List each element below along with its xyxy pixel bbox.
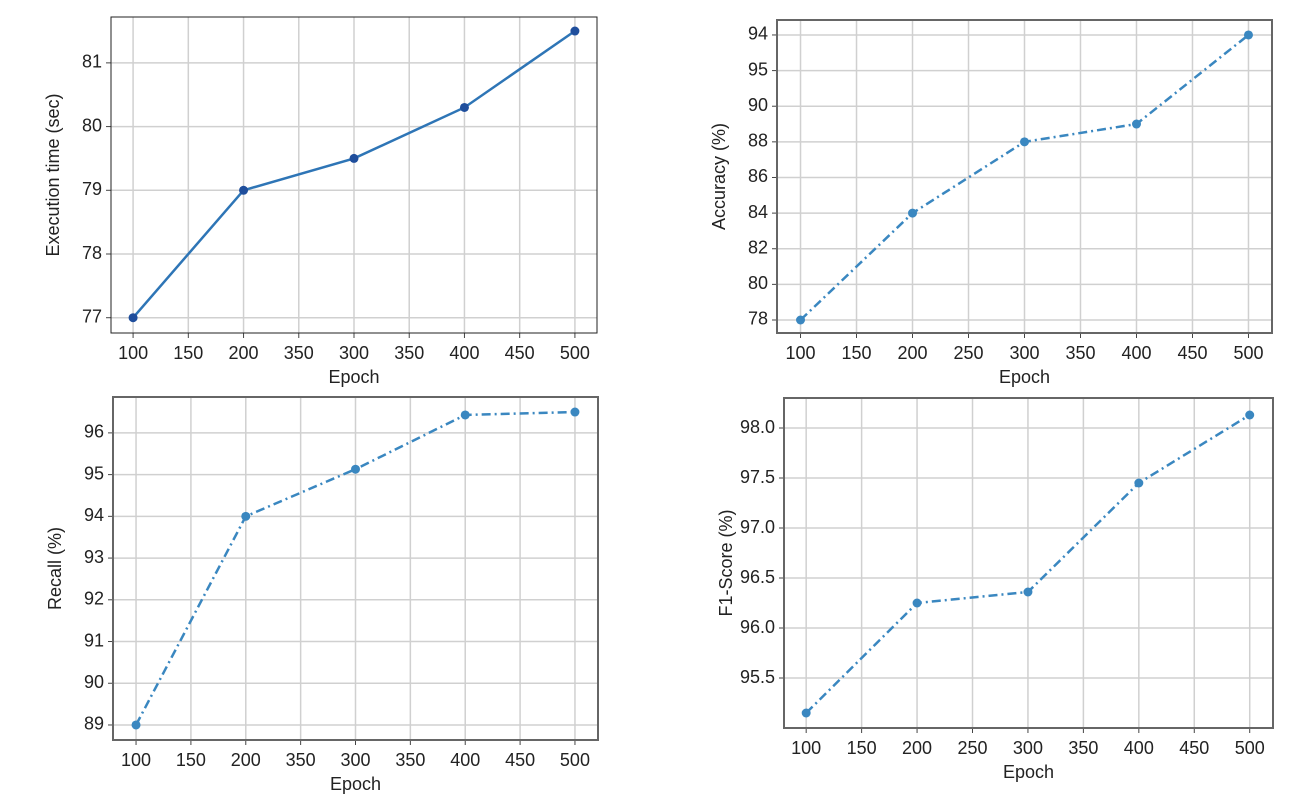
- data-point: [570, 407, 580, 417]
- data-point: [1020, 137, 1029, 147]
- y-tick-label: 78: [82, 243, 102, 263]
- x-tick-label: 450: [505, 750, 535, 770]
- x-tick-label: 200: [229, 343, 259, 363]
- y-tick-label: 98.0: [740, 417, 775, 437]
- x-tick-label: 150: [176, 750, 206, 770]
- x-tick-label: 350: [284, 343, 314, 363]
- y-tick-label: 96: [84, 422, 104, 442]
- x-tick-label: 350: [1065, 343, 1095, 363]
- x-tick-label: 200: [231, 750, 261, 770]
- plot-frame: [110, 16, 598, 334]
- x-tick-label: 450: [1179, 738, 1209, 758]
- y-tick-label: 89: [84, 714, 104, 734]
- x-tick-label: 350: [286, 750, 316, 770]
- y-axis-label: Accuracy (%): [709, 123, 729, 230]
- y-tick-label: 91: [84, 630, 104, 650]
- x-tick-label: 500: [560, 750, 590, 770]
- x-tick-label: 400: [449, 343, 479, 363]
- y-tick-label: 80: [748, 273, 768, 293]
- x-tick-label: 400: [450, 750, 480, 770]
- data-point: [131, 720, 141, 730]
- y-tick-label: 95.5: [740, 667, 775, 687]
- x-axis-label: Epoch: [999, 367, 1050, 387]
- data-point: [459, 102, 469, 112]
- x-axis-label: Epoch: [328, 367, 379, 387]
- data-point: [351, 464, 360, 474]
- x-tick-label: 100: [121, 750, 151, 770]
- y-tick-label: 92: [84, 589, 104, 609]
- y-axis-label: Execution time (sec): [43, 93, 63, 256]
- x-tick-label: 300: [339, 343, 369, 363]
- y-tick-label: 82: [748, 237, 768, 257]
- y-tick-label: 94: [84, 505, 104, 525]
- y-tick-label: 97.5: [740, 467, 775, 487]
- y-tick-label: 84: [748, 202, 768, 222]
- plot-frame: [112, 396, 599, 741]
- y-axis-label: Recall (%): [45, 527, 65, 610]
- data-point: [460, 410, 470, 420]
- x-tick-label: 150: [173, 343, 203, 363]
- y-tick-label: 88: [748, 131, 768, 151]
- x-tick-label: 200: [897, 343, 927, 363]
- data-point: [1243, 30, 1253, 40]
- data-point: [796, 315, 806, 325]
- data-point: [801, 708, 811, 718]
- y-tick-label: 94: [748, 24, 768, 44]
- data-point: [1245, 410, 1255, 420]
- y-tick-label: 95: [748, 59, 768, 79]
- y-tick-label: 80: [82, 115, 102, 135]
- x-tick-label: 350: [1068, 738, 1098, 758]
- x-tick-label: 350: [394, 343, 424, 363]
- y-tick-label: 86: [748, 166, 768, 186]
- data-point: [239, 185, 249, 195]
- x-tick-label: 300: [1009, 343, 1039, 363]
- data-point: [1134, 478, 1144, 488]
- x-axis-label: Epoch: [330, 774, 381, 794]
- x-tick-label: 100: [791, 738, 821, 758]
- x-tick-label: 500: [1235, 738, 1265, 758]
- x-tick-label: 500: [1233, 343, 1263, 363]
- x-tick-label: 250: [953, 343, 983, 363]
- data-point: [570, 26, 580, 36]
- x-tick-label: 400: [1124, 738, 1154, 758]
- x-tick-label: 450: [1177, 343, 1207, 363]
- data-point: [128, 313, 138, 323]
- x-tick-label: 150: [847, 738, 877, 758]
- y-axis-label: F1-Score (%): [716, 509, 736, 616]
- x-tick-label: 400: [1121, 343, 1151, 363]
- data-point: [1023, 587, 1033, 597]
- data-point: [349, 153, 359, 163]
- plot-frame: [783, 397, 1274, 729]
- y-tick-label: 95: [84, 463, 104, 483]
- x-tick-label: 250: [957, 738, 987, 758]
- x-tick-label: 300: [340, 750, 370, 770]
- data-point: [1131, 119, 1141, 129]
- y-tick-label: 79: [82, 179, 102, 199]
- x-tick-label: 100: [118, 343, 148, 363]
- y-tick-label: 77: [82, 306, 102, 326]
- x-tick-label: 200: [902, 738, 932, 758]
- y-tick-label: 90: [748, 95, 768, 115]
- y-tick-label: 81: [82, 52, 102, 72]
- y-tick-label: 96.5: [740, 567, 775, 587]
- y-tick-label: 78: [748, 309, 768, 329]
- x-axis-label: Epoch: [1003, 762, 1054, 782]
- x-tick-label: 150: [841, 343, 871, 363]
- x-tick-label: 350: [395, 750, 425, 770]
- y-tick-label: 90: [84, 672, 104, 692]
- x-tick-label: 500: [560, 343, 590, 363]
- y-tick-label: 96.0: [740, 617, 775, 637]
- x-tick-label: 300: [1013, 738, 1043, 758]
- x-tick-label: 100: [785, 343, 815, 363]
- data-point: [912, 598, 922, 608]
- y-tick-label: 97.0: [740, 517, 775, 537]
- plot-frame: [776, 19, 1273, 334]
- data-point: [908, 208, 918, 218]
- x-tick-label: 450: [505, 343, 535, 363]
- data-point: [241, 511, 251, 521]
- y-tick-label: 93: [84, 547, 104, 567]
